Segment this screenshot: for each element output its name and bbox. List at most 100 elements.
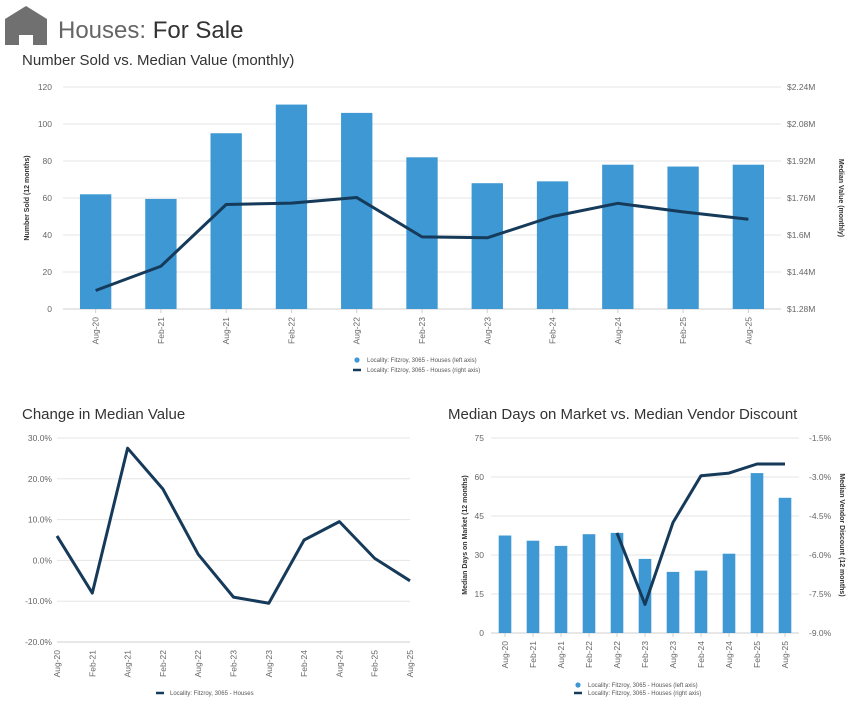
change-x-tick-label: Aug-23 (264, 650, 274, 678)
dom-x-tick-label: Feb-21 (528, 641, 538, 668)
sold-x-tick-label: Feb-24 (548, 317, 558, 344)
sold-y2-tick-label: $1.28M (787, 304, 815, 314)
dom-bar (610, 532, 624, 633)
change-x-tick-label: Aug-24 (334, 650, 344, 678)
change-legend-label: Locality: Fitzroy, 3065 - Houses (170, 691, 254, 697)
sold-y2-tick-label: $1.92M (787, 156, 815, 166)
sold-x-tick-label: Aug-21 (221, 317, 231, 345)
sold-bar (79, 194, 112, 309)
sold-bar (406, 157, 438, 309)
sold-bar (341, 112, 373, 310)
house-icon (5, 6, 47, 45)
change-x-tick-label: Aug-20 (52, 650, 62, 678)
dom-x-tick-label: Aug-25 (780, 641, 790, 669)
sold-y-tick-label: 80 (43, 156, 53, 166)
change-x-tick-label: Feb-25 (370, 650, 380, 677)
sold-bar (602, 164, 634, 309)
sold-legend-bar-marker (354, 357, 360, 363)
dom-legend-bar-marker (575, 682, 581, 688)
sold-right-axis-label: Median Value (monthly) (837, 159, 844, 237)
sold-left-axis-label: Number Sold (12 months) (24, 155, 31, 240)
dom-x-tick-label: Aug-21 (556, 641, 566, 669)
page-title: Houses: For Sale (58, 17, 243, 45)
dom-y-tick-label: 60 (475, 472, 485, 482)
dom-legend-line-label: Locality: Fitzroy, 3065 - Houses (right … (588, 691, 701, 697)
dom-bar (498, 535, 512, 633)
dom-y2-tick-label: -9.0% (809, 628, 832, 638)
dom-bar (750, 473, 764, 633)
change-x-tick-label: Feb-22 (158, 650, 168, 677)
dom-x-tick-label: Aug-20 (500, 641, 510, 669)
change-y-tick-label: 10.0% (28, 515, 53, 525)
sold-y2-tick-label: $2.08M (787, 119, 815, 129)
sold-x-tick-label: Feb-23 (417, 317, 427, 344)
sold-chart-title: Number Sold vs. Median Value (monthly) (22, 52, 295, 69)
sold-x-tick-label: Aug-23 (482, 317, 492, 345)
dom-x-tick-label: Aug-23 (668, 641, 678, 669)
sold-y-tick-label: 0 (47, 304, 52, 314)
sold-x-tick-label: Feb-22 (286, 317, 296, 344)
sold-median-value-line (95, 196, 749, 292)
dom-y-tick-label: 75 (475, 433, 485, 443)
dom-chart-title: Median Days on Market vs. Median Vendor … (448, 406, 798, 423)
change-y-tick-label: 30.0% (28, 433, 53, 443)
dom-y-tick-label: 45 (475, 511, 485, 521)
dom-left-axis-label: Median Days on Market (12 months) (462, 475, 469, 594)
sold-y2-tick-label: $1.6M (787, 230, 811, 240)
sold-y2-tick-label: $1.44M (787, 267, 815, 277)
sold-x-tick-label: Aug-22 (352, 317, 362, 345)
dom-bar (554, 545, 568, 633)
change-x-tick-label: Feb-23 (229, 650, 239, 677)
change-y-tick-label: 0.0% (33, 555, 53, 565)
change-line (55, 446, 411, 605)
sold-bar (667, 166, 699, 309)
dom-y-tick-label: 30 (475, 550, 485, 560)
dom-y-tick-label: 15 (475, 589, 485, 599)
dom-x-tick-label: Feb-22 (584, 641, 594, 668)
dom-vendor-discount-line (615, 462, 785, 606)
page-header: Houses: For Sale (0, 0, 852, 48)
dom-bar (526, 540, 540, 633)
change-y-tick-label: -20.0% (25, 637, 52, 647)
sold-x-tick-label: Feb-21 (156, 317, 166, 344)
dom-y2-tick-label: -6.0% (809, 550, 832, 560)
dom-legend-bar-label: Locality: Fitzroy, 3065 - Houses (left a… (588, 683, 698, 689)
sold-bar (145, 198, 177, 309)
dom-x-tick-label: Feb-24 (696, 641, 706, 668)
page-title-prefix: Houses: (58, 17, 147, 44)
dom-x-tick-label: Feb-25 (752, 641, 762, 668)
dom-bar (582, 534, 596, 633)
dom-y2-tick-label: -4.5% (809, 511, 832, 521)
change-x-tick-label: Feb-21 (87, 650, 97, 677)
dom-x-tick-label: Feb-23 (640, 641, 650, 668)
dom-x-tick-label: Aug-24 (724, 641, 734, 669)
change-x-tick-label: Aug-25 (405, 650, 415, 678)
change-chart-title: Change in Median Value (22, 406, 186, 423)
sold-bar (275, 104, 308, 309)
dom-bar (694, 570, 708, 633)
sold-y2-tick-label: $1.76M (787, 193, 815, 203)
dom-y2-tick-label: -1.5% (809, 433, 832, 443)
dom-bar (666, 571, 680, 633)
change-x-tick-label: Feb-24 (299, 650, 309, 677)
sold-x-tick-label: Feb-25 (678, 317, 688, 344)
sold-y-tick-label: 40 (43, 230, 53, 240)
dom-bar (638, 558, 652, 633)
change-x-tick-label: Aug-22 (193, 650, 203, 678)
dom-y-tick-label: 0 (479, 628, 484, 638)
dom-bar (778, 497, 792, 633)
sold-y-tick-label: 120 (38, 82, 52, 92)
sold-bar (732, 164, 765, 309)
sold-y-tick-label: 20 (43, 267, 53, 277)
sold-x-tick-label: Aug-20 (91, 317, 101, 345)
sold-y-tick-label: 60 (43, 193, 53, 203)
dom-right-axis-label: Median Vendor Discount (12 months) (838, 473, 845, 596)
dom-x-tick-label: Aug-22 (612, 641, 622, 669)
change-y-tick-label: -10.0% (25, 596, 52, 606)
page-title-main: For Sale (152, 17, 244, 44)
change-x-tick-label: Aug-21 (123, 650, 133, 678)
sold-bar (210, 133, 242, 309)
sold-legend-bar-label: Locality: Fitzroy, 3065 - Houses (left a… (367, 358, 477, 364)
dom-y2-tick-label: -3.0% (809, 472, 832, 482)
